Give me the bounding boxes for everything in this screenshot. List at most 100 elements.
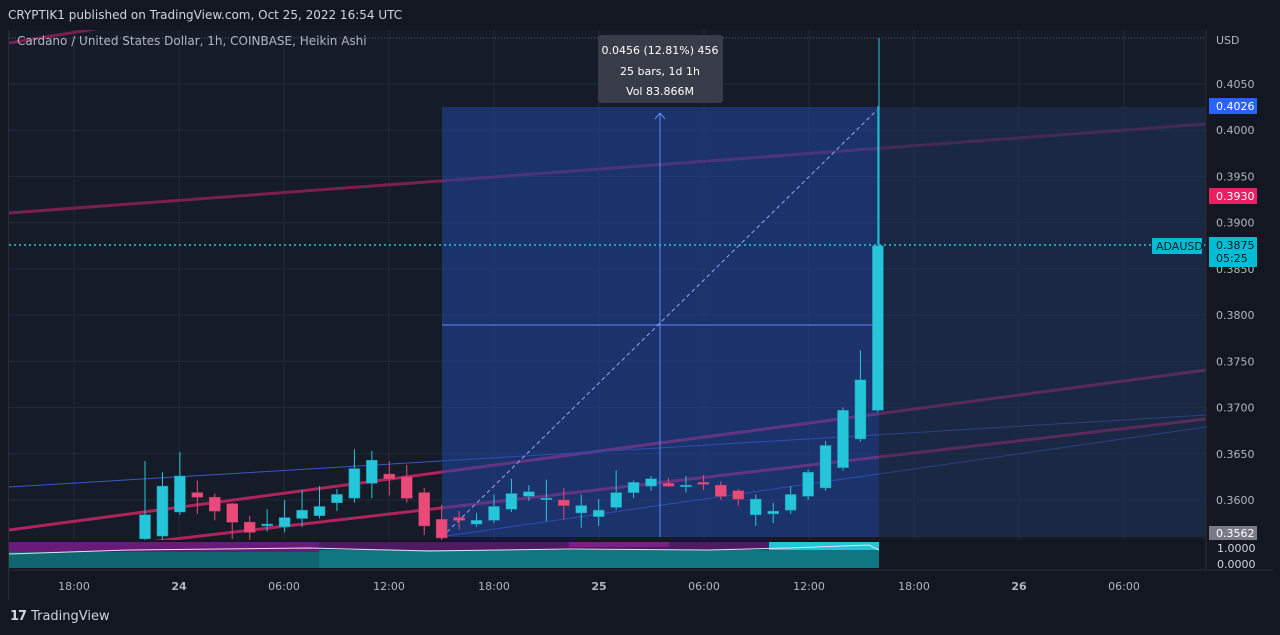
footer-bar: 17 TradingView [0,600,1280,635]
price-tick-label: 0.4050 [1216,78,1255,91]
candle-up [523,491,535,497]
osc-band-teal-left [9,552,319,568]
candle-down [558,499,570,506]
countdown-label: 05:25 [1216,252,1248,265]
candle-up [802,472,814,497]
time-tick-label: 12:00 [793,580,825,593]
osc-top-label: 1.0000 [1217,542,1256,555]
candle-down [732,490,745,500]
candle-down [453,517,465,521]
candle-up [645,478,657,487]
time-tick-label: 24 [171,580,187,593]
candle-up [331,494,343,504]
time-axis[interactable]: 18:00 24 06:00 12:00 18:00 25 06:00 12:00 18:00 2… [9,569,1273,600]
osc-band-highlight [569,542,669,547]
price-tick-label: 0.3900 [1216,217,1255,230]
symbol-legend[interactable]: Cardano / United States Dollar, 1h, COIN… [17,34,367,48]
oscillator-panel [9,540,1206,570]
price-tick-label: 0.3950 [1216,170,1255,183]
osc-band-teal-mid [319,550,879,568]
candle-up [313,506,326,516]
candle-up [610,492,622,508]
candle-up [575,505,587,514]
last-price-label: 0.3875 [1216,239,1255,252]
measure-tooltip-line3: Vol 83.866M [626,85,694,98]
candle-up [261,523,273,527]
price-tick-label: 0.3600 [1216,494,1255,507]
candle-up [296,509,308,519]
candle-up [348,468,361,499]
chart-panel[interactable]: USD 0.4050 0.4000 0.3950 0.3900 0.3850 0.3800… [8,30,1273,600]
header-bar: CRYPTIK1 published on TradingView.com, O… [0,0,1280,30]
measure-tool[interactable] [441,38,1206,538]
candle-up [819,445,832,489]
red-top-left-line [9,30,98,45]
symbol-tag-label: ADAUSD [1156,240,1203,253]
top-price-tag [1209,98,1257,114]
candle-up [174,475,186,513]
candle-up [278,517,291,528]
candle-up [505,493,518,510]
candle-down [418,492,430,527]
candle-up [627,482,640,493]
price-tick-label: 0.3750 [1216,355,1255,368]
candle-up [470,520,483,525]
candle-down [209,496,221,512]
candle-up [139,514,151,540]
candle-up [854,379,867,440]
time-tick-label: 25 [591,580,606,593]
measure-arrow-up [654,112,666,120]
price-tick-label: 0.3650 [1216,448,1255,461]
tv-logo-icon: 17 [10,609,27,624]
measure-tooltip: 0.0456 (12.81%) 456 25 bars, 1d 1h Vol 8… [598,35,723,103]
chart-svg[interactable]: USD 0.40500.40000.39500.39000.38500.3800… [9,30,1273,600]
candle-down [401,476,413,499]
candle-up [767,510,779,515]
red-price-label: 0.3930 [1216,190,1255,203]
candle-down [243,521,256,533]
osc-band-magenta-left [9,542,319,552]
candle-up [837,410,849,468]
candle-down [697,482,710,485]
bottom-price-tag [1209,526,1257,540]
candle-down [226,503,238,523]
axis-currency: USD [1216,34,1240,47]
bottom-price-label: 0.3562 [1216,527,1255,540]
measure-tooltip-line1: 0.0456 (12.81%) 456 [601,44,718,57]
candle-up [592,509,605,517]
symbol-tag [1152,238,1202,254]
candle-down [383,473,396,479]
candle-down [715,484,727,497]
time-tick-label: 12:00 [373,580,405,593]
time-tick-label: 06:00 [268,580,300,593]
time-tick-label: 06:00 [688,580,720,593]
price-tick-label: 0.3700 [1216,402,1255,415]
candle-up [156,485,169,537]
price-axis[interactable]: USD 0.40500.40000.39500.39000.38500.3800… [1205,30,1273,600]
measure-tooltip-line2: 25 bars, 1d 1h [620,65,700,78]
candle-down [662,483,675,487]
candle-up [488,506,500,521]
price-tick-label: 0.3800 [1216,309,1255,322]
time-tick-label: 06:00 [1108,580,1140,593]
published-info: CRYPTIK1 published on TradingView.com, O… [8,8,403,22]
top-price-label: 0.4026 [1216,100,1255,113]
candle-up [784,494,797,511]
candle-up [680,484,692,487]
candle-up [872,245,884,411]
tradingview-logo[interactable]: 17 TradingView [10,609,110,624]
measure-diagonal [441,109,878,538]
candle-up [366,459,378,484]
candle-up [540,497,553,500]
candle-up [750,498,762,516]
price-tick-label: 0.4000 [1216,124,1255,137]
time-tick-label: 18:00 [898,580,930,593]
red-price-tag [1209,188,1257,204]
osc-line [9,544,880,555]
tradingview-brand: TradingView [31,609,110,624]
time-tick-label: 18:00 [58,580,90,593]
last-price-tag [1209,237,1257,267]
candle-down [191,492,204,498]
osc-bottom-label: 0.0000 [1217,558,1256,571]
candlestick-series [139,106,884,547]
